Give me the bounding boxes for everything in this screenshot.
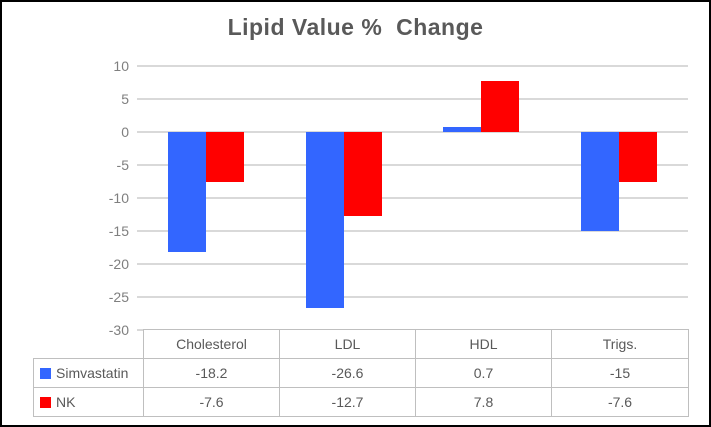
- y-tick-label--20: -20: [108, 256, 129, 272]
- data-table: Cholesterol LDL HDL Trigs. Simvastatin -…: [33, 329, 689, 417]
- cell-simvastatin-cholesterol: -18.2: [143, 358, 280, 388]
- bar-nk-cholesterol: [205, 132, 244, 183]
- cell-nk-trigs: -7.6: [551, 387, 689, 417]
- y-tick-label--30: -30: [108, 322, 129, 338]
- gridline--5: [137, 164, 688, 166]
- y-tick-label--5: -5: [116, 157, 129, 173]
- gridline--25: [137, 296, 688, 298]
- y-tick-label--25: -25: [108, 289, 129, 305]
- y-axis: 10 5 0 -5 -10 -15 -20 -25 -30: [77, 58, 129, 338]
- legend-label-nk: NK: [56, 394, 76, 410]
- nk-legend-swatch-icon: [40, 397, 51, 408]
- legend-item-simvastatin: Simvastatin: [33, 358, 144, 388]
- cell-nk-cholesterol: -7.6: [143, 387, 280, 417]
- bar-simvastatin-ldl: [305, 132, 344, 308]
- bar-simvastatin-trigs: [581, 132, 620, 231]
- column-header-cholesterol: Cholesterol: [143, 329, 280, 359]
- table-header-row: Cholesterol LDL HDL Trigs.: [34, 329, 689, 359]
- y-tick-label-10: 10: [113, 58, 129, 74]
- cell-simvastatin-trigs: -15: [551, 358, 689, 388]
- table-corner-cell: [34, 330, 144, 359]
- bar-simvastatin-hdl: [443, 127, 482, 132]
- column-header-ldl: LDL: [279, 329, 416, 359]
- bar-nk-ldl: [343, 132, 382, 216]
- cell-simvastatin-ldl: -26.6: [279, 358, 416, 388]
- cell-nk-hdl: 7.8: [415, 387, 552, 417]
- legend-item-nk: NK: [33, 387, 144, 417]
- plot-area: [137, 65, 688, 331]
- bar-nk-trigs: [619, 132, 658, 183]
- gridline-0: [137, 131, 688, 133]
- cell-simvastatin-hdl: 0.7: [415, 358, 552, 388]
- y-tick-label--10: -10: [108, 190, 129, 206]
- gridline--10: [137, 197, 688, 199]
- simvastatin-legend-swatch-icon: [40, 368, 51, 379]
- gridline--20: [137, 263, 688, 265]
- gridline--15: [137, 230, 688, 232]
- cell-nk-ldl: -12.7: [279, 387, 416, 417]
- table-row-simvastatin: Simvastatin -18.2 -26.6 0.7 -15: [33, 358, 689, 388]
- column-header-hdl: HDL: [415, 329, 552, 359]
- column-header-trigs: Trigs.: [551, 329, 689, 359]
- bar-simvastatin-cholesterol: [167, 132, 206, 253]
- table-row-nk: NK -7.6 -12.7 7.8 -7.6: [33, 387, 689, 417]
- chart-title: Lipid Value % Change: [227, 14, 484, 40]
- gridline-10: [137, 65, 688, 67]
- y-tick-label-5: 5: [121, 91, 129, 107]
- gridline-5: [137, 98, 688, 100]
- bar-nk-hdl: [481, 80, 520, 132]
- legend-label-simvastatin: Simvastatin: [56, 365, 129, 381]
- y-tick-label--15: -15: [108, 223, 129, 239]
- y-tick-label-0: 0: [121, 124, 129, 140]
